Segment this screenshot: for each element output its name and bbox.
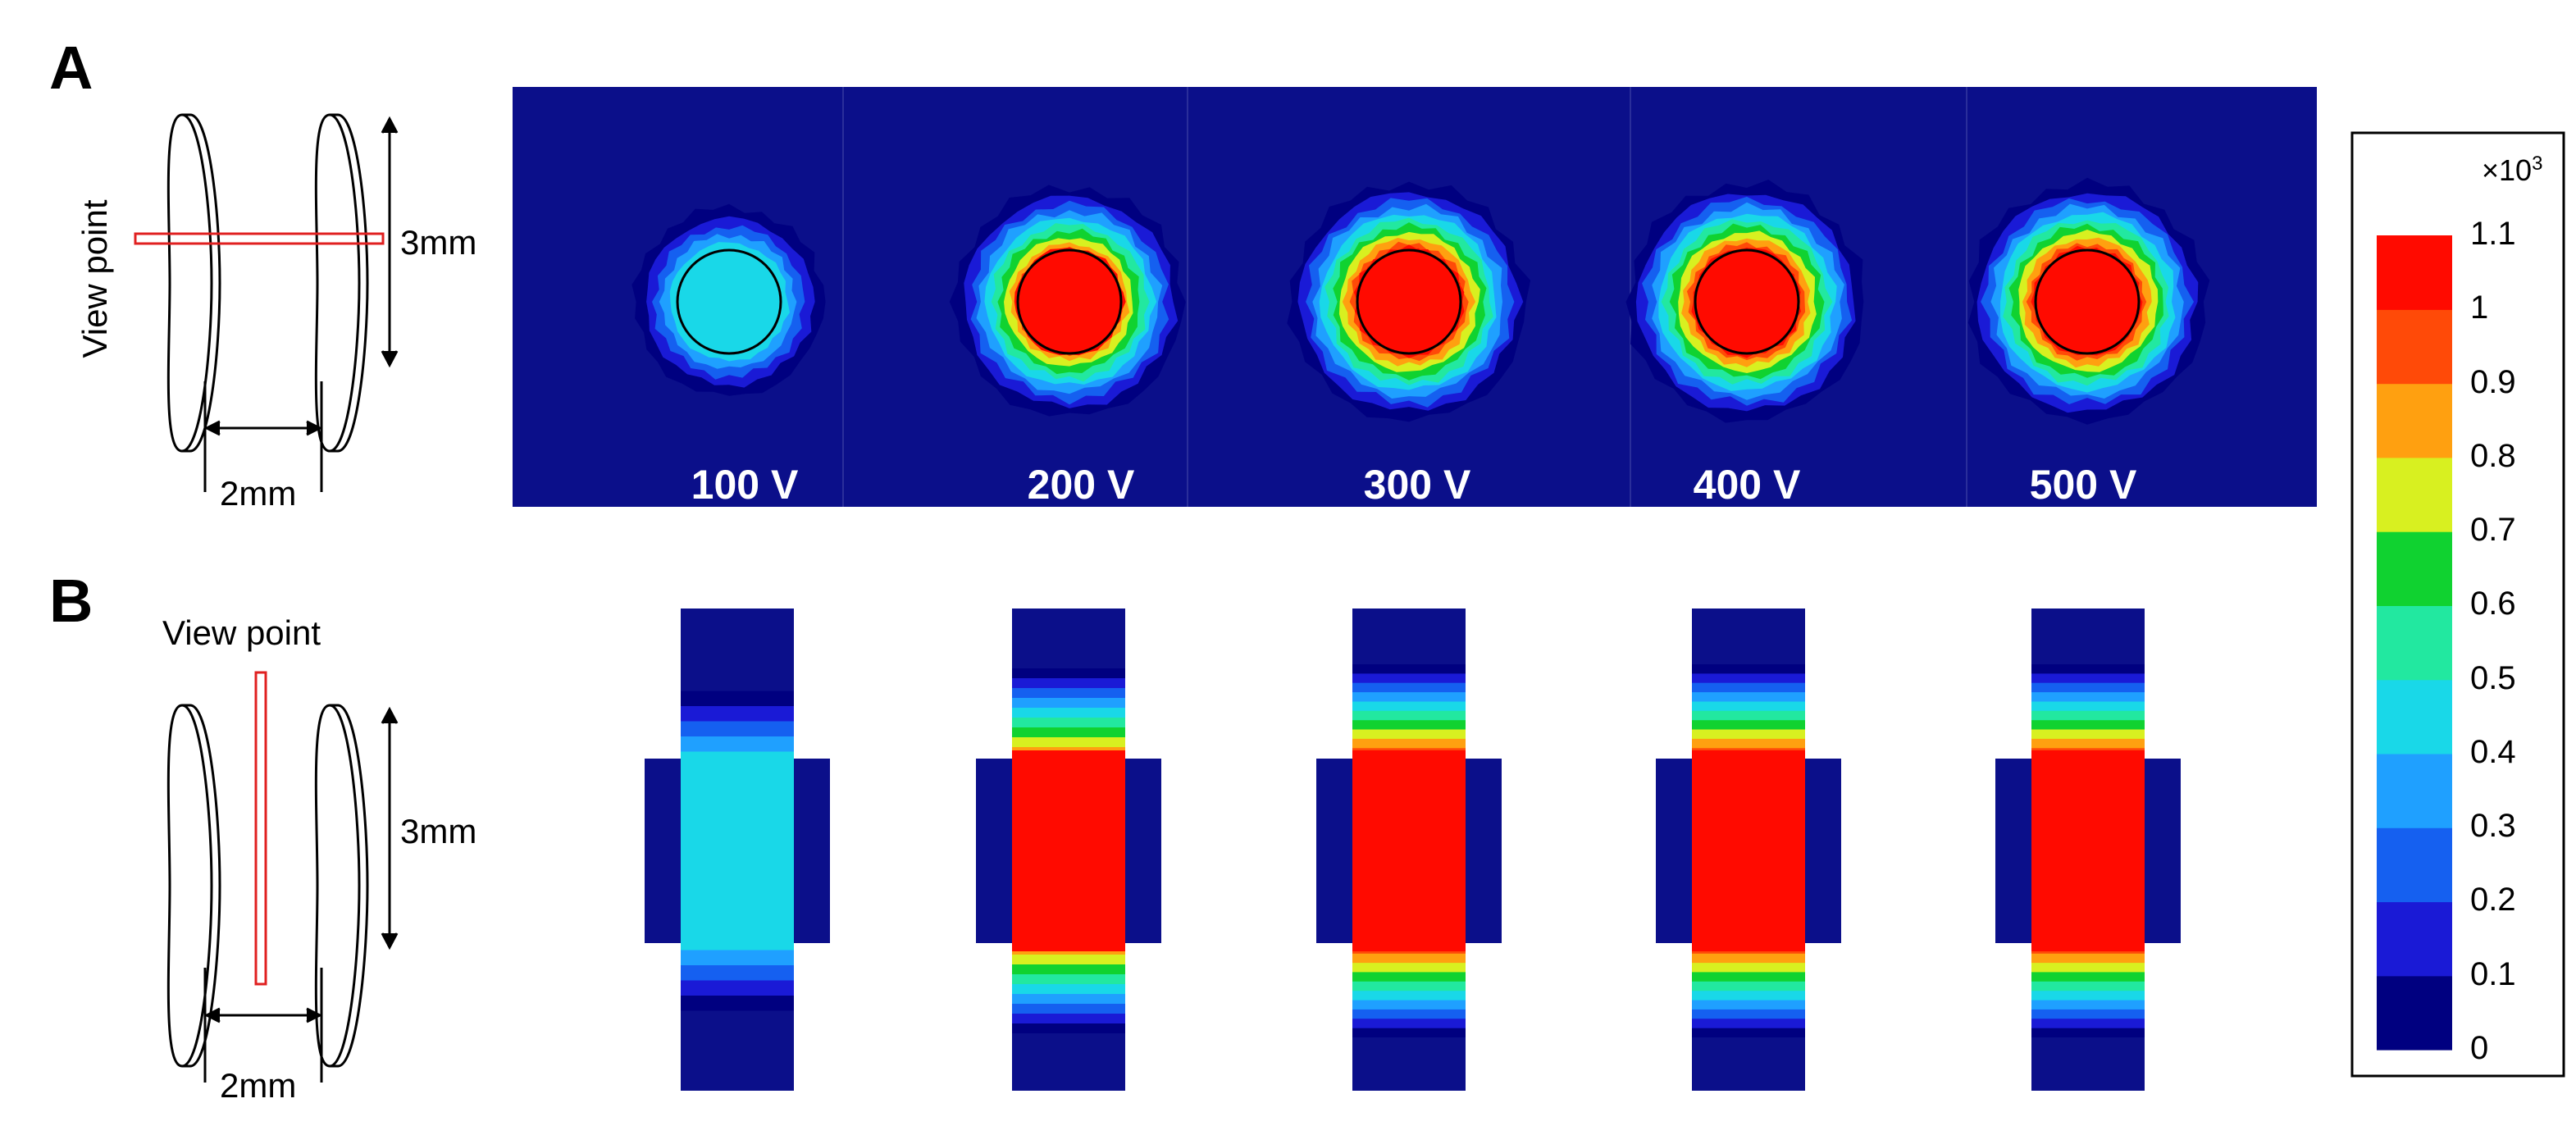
electrode-right [794,759,830,943]
voltage-label-400: 400 V [1693,462,1801,508]
colorbar-tick-label: 0 [2470,1030,2489,1066]
voltage-label-100: 100 V [691,462,799,508]
contour-core [2031,245,2143,356]
colorbar-band [2377,901,2452,977]
field-map-b-100v [645,609,830,1091]
colorbar-band [2377,531,2452,606]
field-map-a-200v [949,185,1186,417]
contour-band [669,242,790,362]
colorbar-multiplier: ×103 [2482,153,2542,188]
schematic-a [166,113,399,492]
contour-core [1012,750,1125,951]
contour-core [1692,750,1805,951]
colorbar-tick-label: 0.1 [2470,955,2516,992]
colorbar-multiplier-base: ×10 [2482,153,2533,187]
contour-core [681,775,794,927]
colorbar-tick-label: 0.5 [2470,659,2516,696]
colorbar-band [2377,457,2452,532]
field-map-a-400v [1625,180,1864,423]
electrode-outline [676,248,782,355]
electrode-right [1805,759,1841,943]
electrode-outline [1694,248,1800,355]
field-map-b-200v [976,609,1161,1091]
electrode-outline [2034,248,2141,355]
colorbar-band [2377,679,2452,754]
voltage-label-500: 500 V [2029,462,2137,508]
electrode-left [1316,759,1352,943]
colorbar-tick-label: 0.7 [2470,512,2516,549]
electrode-right [1466,759,1502,943]
electrode-right [2145,759,2181,943]
colorbar-tick-label: 0.3 [2470,808,2516,845]
colorbar-tick-label: 1.1 [2470,216,2516,252]
colorbar-band [2377,753,2452,828]
contour-core [1014,247,1126,356]
gap-label-a: 2mm [220,474,297,513]
panel-label-b: B [49,567,93,635]
view-point-label-b: View point [162,613,321,652]
field-map-a-100v [631,203,826,396]
colorbar-tick-label: 0.2 [2470,882,2516,918]
colorbar-tick-label: 0.6 [2470,586,2516,622]
contour-core [1352,750,1466,951]
field-map-b-400v [1656,609,1841,1091]
field-map-b-300v [1316,609,1502,1091]
colorbar-band [2377,383,2452,458]
height-label-a: 3mm [400,223,477,262]
panel-label-a: A [49,34,93,102]
view-plane-outline-a [134,232,385,245]
colorbar-band [2377,827,2452,903]
schematic-b [166,704,399,1083]
colorbar-tick-label: 0.4 [2470,733,2516,770]
field-map-a-circles [631,177,2210,425]
colorbar-band [2377,309,2452,385]
electrode-left [976,759,1012,943]
view-point-label-a: View point [75,199,114,358]
field-map-b-500v [1995,609,2181,1091]
colorbar-band [2377,605,2452,681]
colorbar [2377,235,2452,1051]
contour-core [2031,750,2145,951]
colorbar-tick-label: 1 [2470,289,2489,326]
contour-core [1691,248,1802,358]
electrode-right [1125,759,1161,943]
electrode-left [645,759,681,943]
voltage-label-200: 200 V [1027,462,1135,508]
electrode-outline [1356,248,1462,355]
colorbar-tick-label: 0.8 [2470,437,2516,474]
electrode-outline [1016,248,1123,355]
contour-core [1353,244,1465,358]
gap-label-b: 2mm [220,1066,297,1105]
height-label-b: 3mm [400,812,477,850]
colorbar-tick-label: 0.9 [2470,363,2516,400]
electrode-left [1656,759,1692,943]
colorbar-band [2377,235,2452,310]
colorbar-band [2377,975,2452,1051]
electrode-left [1995,759,2031,943]
colorbar-multiplier-exp: 3 [2532,153,2543,175]
field-map-a-500v [1967,177,2210,425]
field-map-b-columns [645,609,2181,1091]
voltage-label-300: 300 V [1363,462,1471,508]
field-map-a-300v [1287,181,1531,422]
view-plane-outline-b [254,671,267,986]
